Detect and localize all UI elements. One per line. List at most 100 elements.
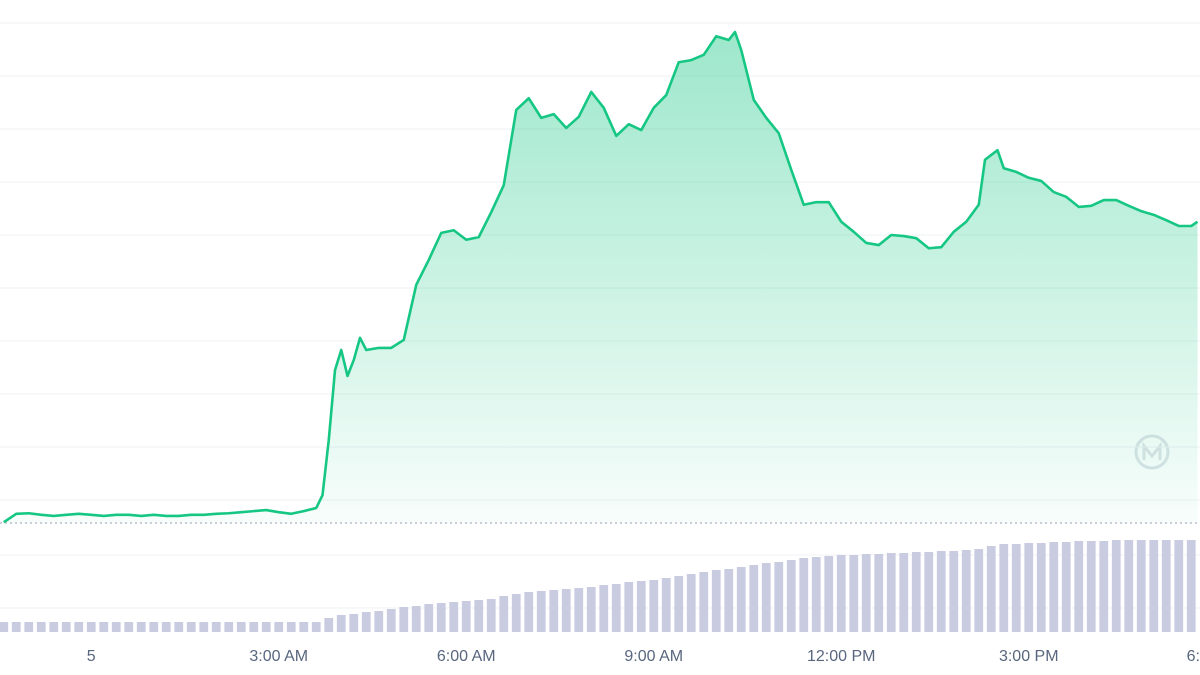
volume-bar [974, 549, 984, 632]
volume-bar [761, 563, 771, 632]
volume-bar [1011, 544, 1021, 632]
volume-bar [449, 602, 459, 632]
volume-bar [99, 622, 109, 632]
volume-bar [849, 555, 859, 632]
volume-bar [836, 555, 846, 632]
volume-bar [486, 599, 496, 632]
volume-bar [649, 580, 659, 632]
x-tick-label: 6:00 AM [437, 648, 496, 665]
volume-bar [999, 544, 1009, 632]
x-tick-label: 3:00 PM [999, 648, 1059, 665]
x-tick-label: 12:00 PM [807, 648, 875, 665]
price-area [3, 32, 1198, 523]
volume-bar [911, 552, 921, 632]
volume-bar [1124, 540, 1134, 632]
volume-bar [624, 582, 634, 632]
volume-bar [324, 618, 334, 632]
volume-bar [286, 622, 296, 632]
volume-bar [1186, 540, 1196, 632]
volume-bar [749, 565, 759, 632]
volume-bar [361, 612, 371, 632]
volume-bar [1024, 543, 1034, 632]
volume-bar [1174, 540, 1184, 632]
volume-bar [811, 557, 821, 632]
volume-bar [611, 584, 621, 632]
volume-bar [36, 622, 46, 632]
volume-bar [349, 614, 359, 632]
volume-bar [11, 622, 21, 632]
volume-bar [661, 578, 671, 632]
volume-bar [49, 622, 59, 632]
volume-bar [924, 552, 934, 632]
volume-bar [1049, 542, 1059, 632]
volume-bar [474, 600, 484, 632]
volume-bar [74, 622, 84, 632]
volume-bar [274, 622, 284, 632]
volume-bar [249, 622, 259, 632]
volume-bar [986, 546, 996, 632]
volume-bar [399, 607, 409, 632]
volume-bar [524, 592, 534, 632]
volume-bar [149, 622, 159, 632]
volume-bar [736, 567, 746, 632]
volume-bar [549, 590, 559, 632]
volume-bar [161, 622, 171, 632]
volume-bar [186, 622, 196, 632]
volume-bar [411, 606, 421, 632]
volume-bar [424, 604, 434, 632]
volume-bar [574, 588, 584, 632]
x-tick-label: 5 [87, 648, 96, 665]
volume-bar [0, 622, 9, 632]
volume-bar [236, 622, 246, 632]
volume-bar [1136, 540, 1146, 632]
volume-bar [1099, 541, 1109, 632]
volume-bar [711, 570, 721, 632]
volume-bar [299, 622, 309, 632]
volume-bar [174, 622, 184, 632]
volume-bar [536, 591, 546, 632]
volume-bar [436, 603, 446, 632]
volume-bar [1036, 543, 1046, 632]
volume-bar [136, 622, 146, 632]
volume-bar [336, 615, 346, 632]
volume-bar [699, 572, 709, 632]
volume-bar [311, 622, 321, 632]
volume-bar [561, 589, 571, 632]
volume-bar [786, 560, 796, 632]
x-tick-label: 3:00 AM [249, 648, 308, 665]
volume-bar [211, 622, 221, 632]
volume-bar [374, 611, 384, 632]
volume-bar [124, 622, 134, 632]
volume-bar [261, 622, 271, 632]
volume-bar [886, 553, 896, 632]
volume-bar [1086, 541, 1096, 632]
volume-bar [111, 622, 121, 632]
volume-bar [636, 581, 646, 632]
volume-bar [61, 622, 71, 632]
price-line [3, 30, 1199, 524]
volume-bar [24, 622, 34, 632]
volume-bar [386, 609, 396, 632]
volume-bar [86, 622, 96, 632]
volume-bar [599, 585, 609, 632]
volume-bar [461, 601, 471, 632]
x-tick-label: 6: [1187, 648, 1200, 665]
volume-bar [861, 554, 871, 632]
volume-bar [1061, 542, 1071, 632]
volume-bar [774, 562, 784, 632]
volume-bar [961, 550, 971, 632]
volume-bar [499, 596, 509, 632]
volume-bar [686, 574, 696, 632]
volume-bar [724, 569, 734, 632]
volume-bar [936, 551, 946, 632]
volume-bar [511, 594, 521, 632]
volume-bar [949, 551, 959, 632]
volume-bar [224, 622, 234, 632]
volume-bar [1161, 540, 1171, 632]
volume-bar [199, 622, 209, 632]
x-tick-label: 9:00 AM [624, 648, 683, 665]
volume-bar [1074, 541, 1084, 632]
volume-bar [674, 576, 684, 632]
volume-bar [799, 558, 809, 632]
